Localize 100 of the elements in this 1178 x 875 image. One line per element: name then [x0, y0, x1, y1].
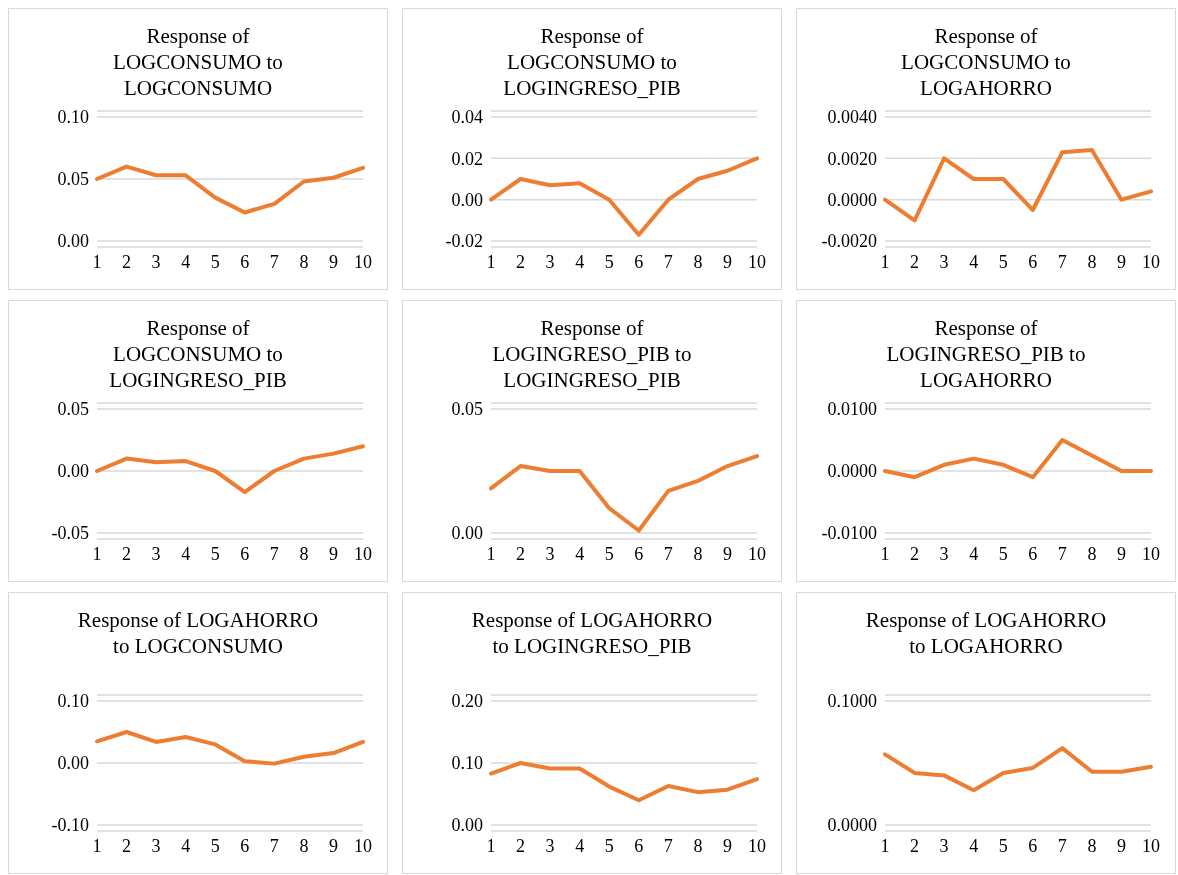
y-tick-label: -0.0100	[821, 523, 877, 544]
x-tick-label: 8	[693, 543, 703, 564]
x-tick-label: 3	[939, 543, 949, 564]
x-tick-label: 2	[122, 835, 132, 856]
x-tick-label: 5	[604, 835, 614, 856]
x-tick-label: 10	[1142, 251, 1160, 272]
x-tick-label: 8	[1087, 835, 1097, 856]
line-series	[489, 761, 759, 803]
x-tick-label: 1	[880, 251, 890, 272]
x-tick-label: 7	[269, 251, 279, 272]
y-tick-label: 0.00	[451, 815, 483, 836]
chart-title: Response of LOGCONSUMO to LOGAHORRO	[900, 23, 1072, 101]
x-tick-label: 4	[969, 543, 979, 564]
x-tick-label: 9	[722, 835, 732, 856]
y-tick-label: 0.00	[451, 190, 483, 211]
x-tick-label: 10	[1142, 543, 1160, 564]
y-tick-label: 0.1000	[827, 691, 877, 712]
x-tick-label: 3	[939, 835, 949, 856]
x-tick-label: 9	[722, 543, 732, 564]
x-tick-label: 2	[516, 835, 526, 856]
x-tick-label: 1	[880, 835, 890, 856]
x-tick-label: 4	[181, 835, 191, 856]
y-tick-label: 0.00	[57, 461, 89, 482]
y-tick-label: -0.05	[51, 523, 89, 544]
y-tick-label: 0.00	[57, 231, 89, 252]
x-tick-label: 9	[328, 835, 338, 856]
x-tick-label: 4	[575, 835, 585, 856]
x-tick-label: 4	[969, 251, 979, 272]
x-tick-label: 7	[1057, 835, 1067, 856]
x-tick-label: 6	[1028, 251, 1038, 272]
x-tick-label: 3	[151, 835, 161, 856]
chart-title: Response of LOGINGRESO_PIB to LOGINGRESO_PIB	[491, 315, 693, 393]
x-tick-label: 5	[210, 835, 220, 856]
x-tick-label: 1	[92, 543, 102, 564]
x-tick-label: 8	[1087, 251, 1097, 272]
x-tick-label: 2	[910, 835, 920, 856]
x-tick-label: 1	[486, 251, 496, 272]
line-series	[883, 746, 1153, 793]
x-tick-label: 1	[92, 835, 102, 856]
chart-title: Response of LOGAHORRO to LOGCONSUMO	[76, 607, 320, 660]
x-tick-label: 10	[354, 543, 372, 564]
x-tick-label: 7	[1057, 543, 1067, 564]
x-tick-label: 9	[1116, 543, 1126, 564]
x-tick-label: 5	[210, 543, 220, 564]
line-series	[95, 730, 365, 766]
x-tick-label: 9	[328, 251, 338, 272]
y-tick-label: 0.0000	[827, 190, 877, 211]
line-series	[95, 164, 365, 215]
x-tick-label: 8	[693, 835, 703, 856]
x-tick-label: 6	[634, 251, 644, 272]
x-tick-label: 5	[604, 251, 614, 272]
x-tick-label: 10	[354, 835, 372, 856]
x-tick-label: 2	[910, 251, 920, 272]
x-tick-label: 6	[240, 543, 250, 564]
x-tick-label: 1	[92, 251, 102, 272]
y-tick-label: 0.0000	[827, 461, 877, 482]
x-tick-label: 7	[269, 835, 279, 856]
line-series	[489, 454, 759, 533]
x-tick-label: 4	[969, 835, 979, 856]
y-tick-label: 0.10	[451, 753, 483, 774]
chart-title: Response of LOGINGRESO_PIB to LOGAHORRO	[885, 315, 1087, 393]
y-tick-label: 0.02	[451, 148, 483, 169]
y-tick-label: 0.0020	[827, 148, 877, 169]
chart-title: Response of LOGCONSUMO to LOGINGRESO_PIB	[502, 23, 682, 101]
x-tick-label: 8	[299, 543, 309, 564]
x-tick-label: 9	[1116, 251, 1126, 272]
x-tick-label: 5	[998, 835, 1008, 856]
line-series	[95, 444, 365, 495]
x-tick-label: 7	[269, 543, 279, 564]
x-tick-label: 10	[354, 251, 372, 272]
y-tick-label: 0.10	[57, 691, 89, 712]
x-tick-label: 1	[486, 543, 496, 564]
x-tick-label: 6	[634, 543, 644, 564]
x-tick-label: 8	[1087, 543, 1097, 564]
x-tick-label: 10	[748, 251, 766, 272]
y-tick-label: -0.02	[445, 231, 483, 252]
x-tick-label: 2	[516, 543, 526, 564]
x-tick-label: 1	[486, 835, 496, 856]
y-tick-label: 0.05	[57, 399, 89, 420]
x-tick-label: 7	[663, 251, 673, 272]
line-series	[883, 148, 1153, 223]
x-tick-label: 9	[722, 251, 732, 272]
x-tick-label: 4	[181, 251, 191, 272]
y-tick-label: 0.04	[451, 107, 483, 128]
x-tick-label: 5	[210, 251, 220, 272]
chart-title: Response of LOGAHORRO to LOGINGRESO_PIB	[470, 607, 714, 660]
chart-title: Response of LOGCONSUMO to LOGINGRESO_PIB	[108, 315, 288, 393]
x-tick-label: 6	[240, 835, 250, 856]
x-tick-label: 2	[516, 251, 526, 272]
x-tick-label: 3	[545, 835, 555, 856]
x-tick-label: 8	[299, 835, 309, 856]
x-tick-label: 3	[939, 251, 949, 272]
line-series	[883, 438, 1153, 480]
y-tick-label: -0.0020	[821, 231, 877, 252]
x-tick-label: 7	[663, 543, 673, 564]
x-tick-label: 6	[634, 835, 644, 856]
y-tick-label: 0.0040	[827, 107, 877, 128]
y-tick-label: 0.0100	[827, 399, 877, 420]
x-tick-label: 9	[1116, 835, 1126, 856]
x-tick-label: 4	[575, 543, 585, 564]
